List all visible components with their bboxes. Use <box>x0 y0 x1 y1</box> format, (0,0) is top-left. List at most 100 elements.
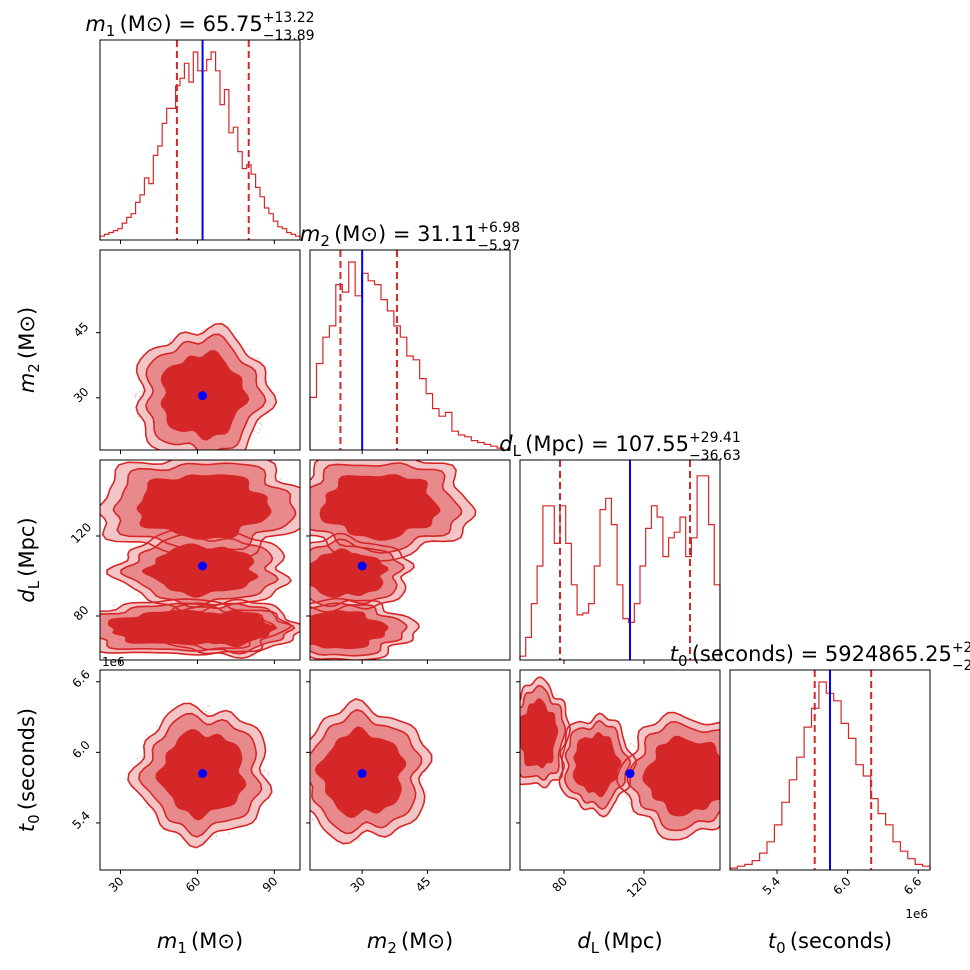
sample-point <box>283 649 285 651</box>
sample-point <box>742 756 744 758</box>
contour-line-level-0 <box>127 702 273 849</box>
sample-point <box>284 561 286 563</box>
contour-line-level-1 <box>100 602 276 652</box>
sample-point <box>740 792 742 794</box>
sample-point <box>267 771 270 774</box>
sample-point <box>94 630 96 632</box>
sample-point <box>625 795 628 798</box>
x-tick-label: 6.0 <box>830 874 853 897</box>
panel-frame-3-2 <box>519 669 721 871</box>
sample-point <box>138 396 141 398</box>
contour-fill-level-2 <box>310 610 389 650</box>
histogram-m2 <box>309 250 510 451</box>
sample-point <box>377 454 379 456</box>
contour-lines <box>99 40 931 870</box>
x-tick-label: 80 <box>549 874 570 895</box>
sample-point <box>92 615 94 617</box>
sample-point <box>297 781 299 783</box>
contour-line-level-1 <box>310 538 405 608</box>
sample-point <box>130 547 132 550</box>
sample-point <box>134 394 137 397</box>
x-offset-label: 1e6 <box>905 907 928 921</box>
sample-point <box>157 344 160 347</box>
sample-point <box>307 734 309 736</box>
y-axis-label-m2: m2 (M⊙) <box>15 307 43 393</box>
sample-point <box>555 693 558 696</box>
contour-line-level-1 <box>138 712 263 838</box>
sample-point <box>135 392 138 395</box>
sample-point <box>723 819 725 821</box>
median-point <box>357 561 367 571</box>
sample-point <box>249 349 252 352</box>
panel-frame-3-3 <box>729 669 931 871</box>
sample-point <box>113 604 115 607</box>
sample-point <box>304 750 306 752</box>
density-panel-dL-vs-m1 <box>92 460 300 659</box>
panel-frame-1-0 <box>99 249 301 451</box>
sample-point <box>725 741 727 743</box>
sample-point <box>210 838 213 841</box>
panel-frame-2-1 <box>309 459 511 661</box>
sample-point <box>742 782 744 784</box>
sample-point <box>301 590 303 592</box>
contour-line-level-0 <box>310 532 415 613</box>
histogram-title-minus-m2: −5.97 <box>477 238 520 254</box>
sample-point <box>203 328 206 331</box>
sample-point <box>517 701 519 703</box>
sample-point <box>145 806 147 809</box>
sample-point <box>512 750 514 752</box>
contour-fill-level-2 <box>319 474 441 541</box>
sample-point <box>355 455 357 457</box>
panel-frame-2-2 <box>519 459 721 661</box>
sample-point <box>425 791 428 793</box>
sample-point <box>156 725 159 727</box>
sample-point <box>357 839 360 841</box>
contour-fill-level-2 <box>642 735 720 817</box>
sample-point <box>726 736 728 738</box>
sample-point <box>308 619 310 621</box>
contour-line-level-1 <box>310 462 463 554</box>
sample-point <box>282 648 284 650</box>
sample-point <box>296 646 298 648</box>
contour-line-level-1 <box>310 602 408 657</box>
sample-point <box>207 705 210 707</box>
sample-point <box>307 762 309 764</box>
contour-panel-dL-vs-m2 <box>310 460 477 660</box>
x-tick-label: 120 <box>624 874 650 900</box>
sample-point <box>211 451 213 453</box>
sample-point <box>95 644 97 646</box>
histogram-t0 <box>729 670 931 870</box>
panel-frame-3-1 <box>309 669 511 871</box>
sample-point <box>361 455 363 457</box>
x-tick-label: 30 <box>106 874 127 895</box>
contour-line-level-0 <box>520 676 571 789</box>
sample-point <box>152 812 155 814</box>
sample-point <box>257 357 260 360</box>
sample-point <box>263 769 266 772</box>
contour-fill-level-2 <box>136 474 272 540</box>
contour-fills <box>92 323 744 848</box>
sample-point <box>725 738 727 740</box>
sample-point <box>726 801 728 803</box>
sample-point <box>511 735 513 737</box>
contour-panel-t0-vs-dL <box>520 676 720 841</box>
median-point <box>198 769 208 779</box>
sample-point <box>306 560 308 562</box>
sample-point <box>169 338 172 341</box>
contour-line-level-0 <box>135 322 278 450</box>
y-tick-label: 80 <box>71 603 92 624</box>
histogram-step-dL <box>519 475 721 660</box>
sample-point <box>307 584 309 586</box>
contour-line-level-1 <box>563 719 631 810</box>
sample-point <box>138 390 141 393</box>
y-offset-label: 1e6 <box>102 655 125 669</box>
y-tick-label: 6.6 <box>69 667 92 690</box>
histogram-title-m2: m2 (M⊙) = 31.11+6.98 <box>300 220 520 250</box>
x-axis-label-dL: dL (Mpc) <box>577 929 662 957</box>
histogram-step-m1 <box>99 51 301 240</box>
histogram-title-t0: t0 (seconds) = 5924865.25+248 <box>670 640 970 670</box>
sample-point <box>302 624 304 626</box>
histogram-title-minus-dL: −36.63 <box>689 448 741 464</box>
contour-fill-level-2 <box>520 698 559 769</box>
panel-frame-1-1 <box>309 249 511 451</box>
